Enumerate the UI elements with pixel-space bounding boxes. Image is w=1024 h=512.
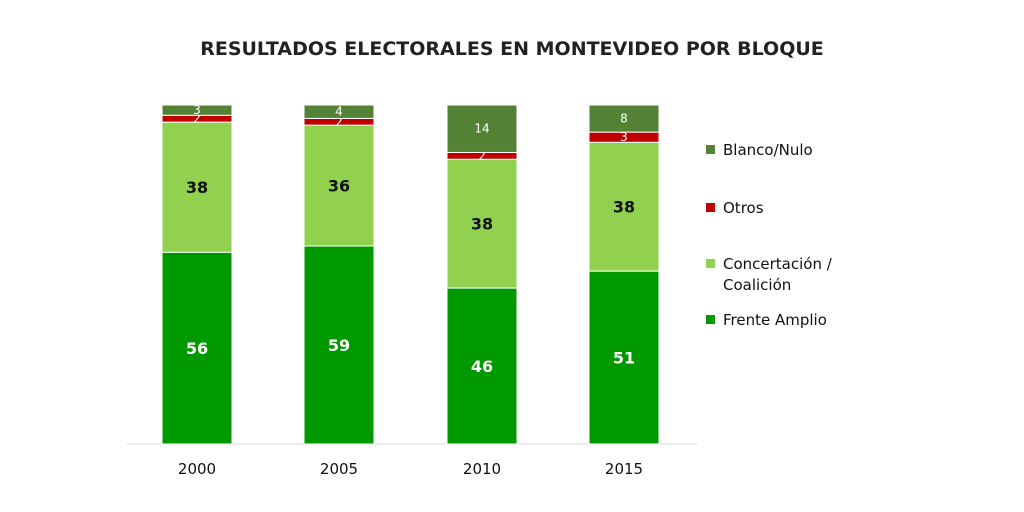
- bar-2005-blanco-nulo: [303, 104, 375, 119]
- data-label-2000-1: 38: [186, 178, 208, 197]
- data-label-2010-1: 38: [471, 215, 493, 234]
- legend-label: Frente Amplio: [723, 311, 827, 329]
- bar-2010-frente-amplio: [446, 287, 518, 445]
- x-tick-2015: 2015: [605, 460, 643, 478]
- x-tick-2000: 2000: [178, 460, 216, 478]
- data-label-2000-0: 56: [186, 339, 208, 358]
- legend-swatch: [706, 203, 715, 212]
- legend-swatch: [706, 145, 715, 154]
- data-label-2010-3: 14: [474, 122, 489, 136]
- bar-2015-concertaci-n-coalici-n: [588, 141, 660, 272]
- bar-2010-blanco-nulo: [446, 104, 518, 153]
- legend-item-3: Frente Amplio: [706, 310, 827, 331]
- legend-label: Otros: [723, 199, 764, 217]
- bar-2005-concertaci-n-coalici-n: [303, 124, 375, 247]
- legend-item-1: Otros: [706, 198, 764, 219]
- bar-2005-frente-amplio: [303, 245, 375, 445]
- data-label-2015-3: 8: [620, 112, 628, 126]
- bar-2000-frente-amplio: [161, 251, 233, 445]
- data-label-2005-2: 2: [335, 115, 343, 129]
- bar-2010-concertaci-n-coalici-n: [446, 158, 518, 289]
- data-label-2000-3: 3: [193, 103, 201, 117]
- data-label-2010-0: 46: [471, 357, 493, 376]
- bar-2015-frente-amplio: [588, 270, 660, 445]
- data-label-2015-1: 38: [613, 198, 635, 217]
- x-tick-labels: 2000 2005 2010 2015: [178, 460, 643, 478]
- x-tick-2005: 2005: [320, 460, 358, 478]
- chart-title: RESULTADOS ELECTORALES EN MONTEVIDEO POR…: [200, 38, 824, 60]
- bar-2000-blanco-nulo: [161, 104, 233, 116]
- legend-item-2: Concertación / Coalición: [706, 254, 832, 296]
- x-tick-2010: 2010: [463, 460, 501, 478]
- data-label-2000-2: 2: [193, 112, 201, 126]
- data-label-2015-2: 3: [620, 130, 628, 144]
- data-label-2005-3: 4: [335, 105, 343, 119]
- data-label-2015-0: 51: [613, 349, 635, 368]
- legend-swatch: [706, 315, 715, 324]
- legend-swatch: [706, 259, 715, 268]
- data-label-2005-1: 36: [328, 177, 350, 196]
- bar-2015-blanco-nulo: [588, 104, 660, 133]
- data-label-2005-0: 59: [328, 336, 350, 355]
- data-label-2010-2: 2: [478, 149, 486, 163]
- legend-item-0: Blanco/Nulo: [706, 140, 813, 161]
- legend-label: Concertación / Coalición: [723, 255, 832, 294]
- legend-label: Blanco/Nulo: [723, 141, 813, 159]
- bar-2000-concertaci-n-coalici-n: [161, 121, 233, 253]
